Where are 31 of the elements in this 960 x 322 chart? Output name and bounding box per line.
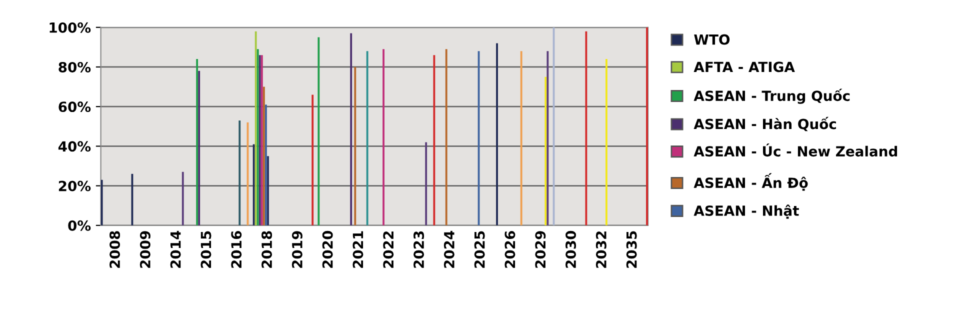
x-tick-label: 2024 xyxy=(444,230,454,268)
y-tick-label: 80% xyxy=(58,62,91,72)
y-tick-label: 100% xyxy=(50,22,91,33)
x-tick-label: 2009 xyxy=(140,231,150,268)
x-tick-label: 2015 xyxy=(200,231,212,268)
y-tick-label: 60% xyxy=(58,102,91,112)
y-tick-label: 40% xyxy=(58,141,91,152)
legend-label: ASEAN - Hàn Quốc xyxy=(694,116,836,132)
y-tick-label: 20% xyxy=(58,180,91,192)
x-tick-label: 2026 xyxy=(504,231,516,268)
x-tick-label: 2032 xyxy=(596,231,606,268)
x-tick-label: 2022 xyxy=(383,231,394,268)
x-tick-label: 2020 xyxy=(322,230,333,268)
x-tick-label: 2014 xyxy=(170,230,181,268)
x-tick-label: 2018 xyxy=(262,231,272,268)
x-tick-label: 2030 xyxy=(566,230,576,268)
legend-label: WTO xyxy=(694,34,730,45)
x-tick-label: 2029 xyxy=(535,231,546,268)
legend-label: ASEAN - Nhật xyxy=(694,204,799,219)
x-tick-label: 2035 xyxy=(626,231,637,268)
x-tick-label: 2019 xyxy=(292,231,302,268)
x-tick-label: 2008 xyxy=(110,231,120,268)
y-tick-label: 0% xyxy=(68,220,91,231)
legend-label: AFTA - ATIGA xyxy=(694,62,795,72)
legend-label: ASEAN - Úc - New Zealand xyxy=(694,144,898,157)
legend-label: ASEAN - Ấn Độ xyxy=(694,173,808,191)
x-tick-label: 2021 xyxy=(352,231,364,268)
legend-label: ASEAN - Trung Quốc xyxy=(694,88,850,104)
x-tick-label: 2023 xyxy=(414,231,424,268)
x-tick-label: 2025 xyxy=(474,231,485,268)
x-tick-label: 2016 xyxy=(231,231,242,268)
